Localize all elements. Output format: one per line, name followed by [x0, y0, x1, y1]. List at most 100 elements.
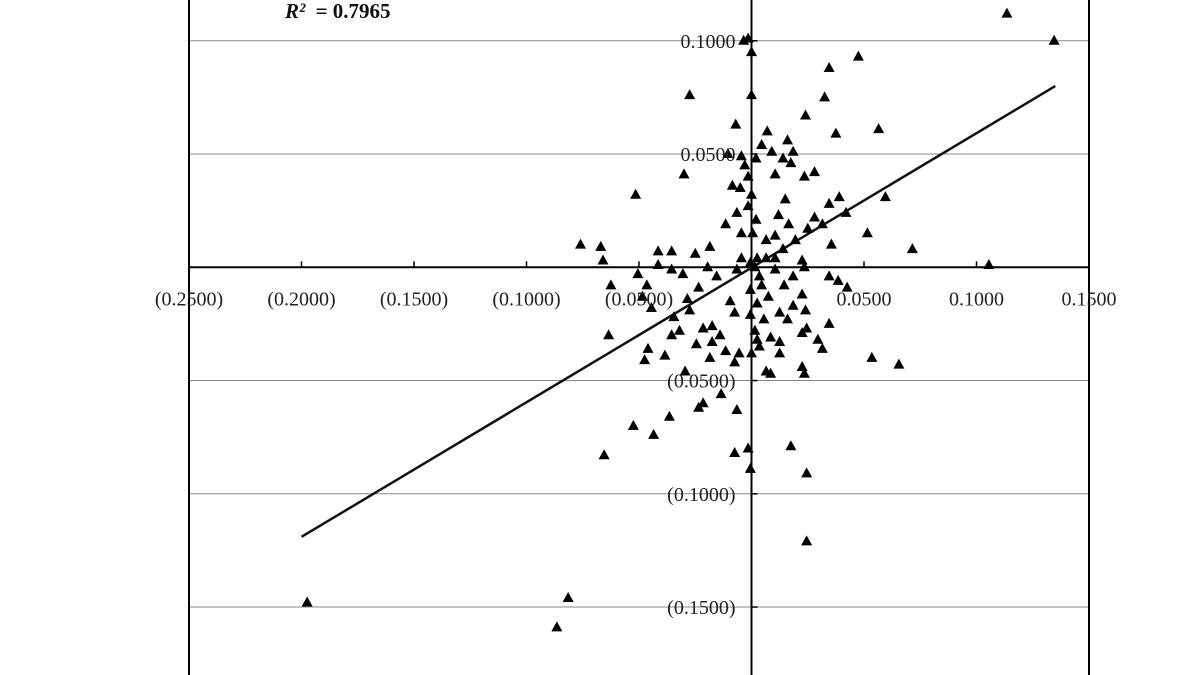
data-point-16 [756, 138, 768, 149]
data-point-128 [746, 347, 757, 358]
data-point-124 [753, 340, 765, 351]
data-point-127 [733, 347, 745, 358]
data-point-132 [816, 342, 828, 353]
data-point-145 [731, 403, 743, 414]
data-point-77 [983, 259, 995, 270]
data-point-57 [704, 240, 716, 251]
data-point-135 [796, 360, 808, 371]
data-point-51 [760, 234, 772, 245]
x-tick-label-4: (0.0500) [605, 288, 673, 310]
data-point-120 [706, 336, 718, 347]
data-point-84 [832, 274, 844, 285]
data-point-72 [666, 263, 678, 274]
data-point-36 [879, 191, 891, 202]
data-point-21 [750, 152, 762, 163]
data-point-89 [778, 279, 790, 290]
data-point-13 [830, 127, 842, 138]
data-point-130 [659, 349, 671, 360]
data-point-26 [769, 168, 781, 179]
data-point-31 [734, 182, 746, 193]
data-point-137 [866, 351, 878, 362]
data-point-141 [798, 367, 810, 378]
data-point-11 [730, 118, 742, 129]
data-point-116 [666, 329, 678, 340]
data-point-28 [809, 166, 820, 177]
data-point-94 [762, 290, 774, 301]
gridlines [189, 40, 1089, 608]
data-point-1 [1048, 34, 1060, 45]
x-tick-label-5: 0.0500 [837, 288, 892, 310]
data-point-52 [789, 234, 801, 245]
data-point-32 [746, 188, 757, 199]
data-point-19 [722, 148, 734, 159]
data-point-61 [777, 243, 789, 254]
data-point-53 [825, 238, 837, 249]
y-tick-label-0: 0.1000 [681, 31, 736, 53]
data-points [301, 7, 1060, 632]
data-point-129 [774, 347, 786, 358]
data-point-101 [729, 306, 741, 317]
data-point-118 [765, 331, 777, 342]
data-point-99 [645, 302, 657, 313]
data-point-9 [819, 91, 831, 102]
data-point-133 [639, 354, 651, 365]
tick-labels: (0.2500) (0.2000) (0.1500) (0.1000) (0.0500)… [155, 31, 1117, 619]
data-point-151 [598, 449, 610, 460]
data-point-110 [801, 322, 813, 333]
data-point-92 [636, 290, 648, 301]
data-point-17 [766, 145, 778, 156]
data-point-157 [562, 591, 574, 602]
data-point-25 [742, 170, 754, 181]
data-point-44 [750, 213, 762, 224]
data-point-33 [630, 188, 642, 199]
data-point-3 [742, 32, 754, 43]
data-point-106 [758, 313, 770, 324]
data-point-96 [724, 295, 736, 306]
data-point-47 [802, 222, 814, 233]
data-point-98 [787, 299, 799, 310]
data-point-95 [796, 288, 808, 299]
data-point-34 [779, 193, 791, 204]
data-point-59 [666, 245, 678, 256]
data-point-111 [674, 324, 685, 335]
data-point-153 [801, 467, 813, 478]
data-point-126 [720, 345, 732, 356]
x-tick-label-6: 0.1000 [949, 288, 1004, 310]
data-point-7 [684, 89, 696, 100]
data-point-18 [787, 145, 799, 156]
y-tick-label-1: 0.0500 [681, 144, 736, 166]
data-point-43 [816, 218, 828, 229]
data-point-38 [742, 200, 754, 211]
data-point-108 [823, 317, 835, 328]
data-point-82 [787, 270, 799, 281]
data-point-109 [706, 320, 718, 331]
data-point-10 [800, 109, 811, 120]
data-point-49 [747, 227, 759, 238]
data-point-100 [684, 304, 696, 315]
data-point-73 [731, 263, 743, 274]
data-point-50 [769, 229, 781, 240]
data-point-158 [551, 621, 563, 632]
data-point-87 [693, 281, 705, 292]
data-point-155 [801, 535, 813, 546]
data-point-125 [642, 342, 654, 353]
data-point-37 [823, 197, 835, 208]
data-point-131 [704, 351, 716, 362]
data-point-15 [782, 134, 793, 145]
data-point-156 [301, 596, 313, 607]
data-point-64 [735, 252, 747, 263]
data-point-56 [595, 240, 607, 251]
data-point-93 [681, 292, 693, 303]
data-point-29 [678, 168, 690, 179]
data-point-78 [632, 268, 644, 279]
r-squared-label: R² [284, 0, 306, 23]
y-tick-label-4: (0.1500) [667, 597, 735, 619]
data-point-80 [711, 270, 723, 281]
data-point-107 [782, 313, 793, 324]
data-point-115 [603, 329, 615, 340]
x-tick-label-3: (0.1000) [492, 288, 560, 310]
data-point-41 [773, 209, 784, 220]
data-point-90 [841, 281, 853, 292]
data-point-86 [641, 279, 653, 290]
data-point-27 [798, 170, 810, 181]
